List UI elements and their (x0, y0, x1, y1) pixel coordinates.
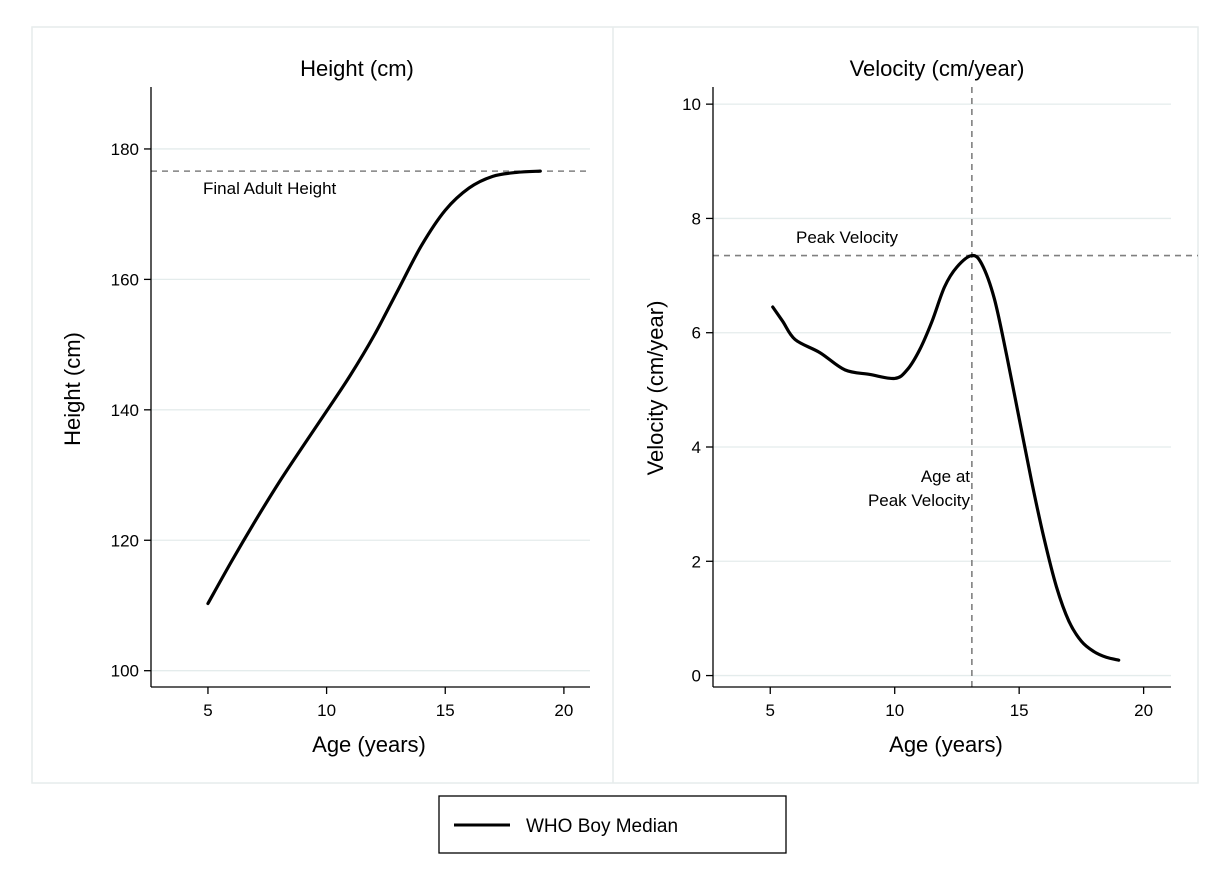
legend: WHO Boy Median (438, 795, 787, 854)
velocity-series (771, 253, 1121, 662)
height-y-tick-label: 120 (111, 531, 139, 550)
velocity-y-ticks: 0 2 4 6 8 10 (682, 95, 713, 686)
height-series (206, 169, 542, 606)
height-panel: Height (cm) 100 120 140 160 180 5 10 15 20 Fina… (60, 56, 590, 757)
velocity-x-tick-label: 20 (1134, 701, 1153, 720)
velocity-x-ticks: 5 10 15 20 (766, 687, 1153, 720)
height-y-tick-label: 100 (111, 662, 139, 681)
height-x-tick-label: 10 (317, 701, 336, 720)
height-panel-title: Height (cm) (300, 56, 414, 81)
velocity-reference-lines (713, 87, 1198, 687)
height-y-ticks: 100 120 140 160 180 (111, 140, 151, 681)
velocity-y-axis-title: Velocity (cm/year) (643, 301, 668, 476)
velocity-y-tick-label: 4 (692, 438, 701, 457)
legend-label: WHO Boy Median (526, 816, 678, 837)
height-x-ticks: 5 10 15 20 (203, 687, 573, 720)
height-y-tick-label: 180 (111, 140, 139, 159)
graph-region (31, 26, 1199, 784)
velocity-x-tick-label: 5 (766, 701, 775, 720)
age-at-peak-label-line2: Peak Velocity (868, 491, 971, 510)
velocity-y-tick-label: 6 (692, 324, 701, 343)
height-x-tick-label: 5 (203, 701, 212, 720)
velocity-y-tick-label: 8 (692, 209, 701, 228)
height-x-tick-label: 15 (436, 701, 455, 720)
velocity-y-tick-label: 0 (692, 667, 701, 686)
height-y-tick-label: 140 (111, 401, 139, 420)
height-grid (151, 148, 590, 672)
height-y-tick-label: 160 (111, 270, 139, 289)
velocity-panel-title: Velocity (cm/year) (850, 56, 1025, 81)
velocity-y-tick-label: 10 (682, 95, 701, 114)
velocity-panel: Velocity (cm/year) 0 2 4 6 8 10 5 10 15 20 Peak … (643, 56, 1198, 757)
velocity-y-tick-label: 2 (692, 552, 701, 571)
velocity-grid (713, 103, 1171, 677)
height-x-axis-title: Age (years) (312, 732, 426, 757)
velocity-x-axis-title: Age (years) (889, 732, 1003, 757)
height-series-line (206, 169, 542, 606)
height-x-tick-label: 20 (554, 701, 573, 720)
height-y-axis-title: Height (cm) (60, 332, 85, 446)
final-adult-height-label: Final Adult Height (203, 179, 337, 198)
velocity-x-tick-label: 15 (1010, 701, 1029, 720)
peak-velocity-label: Peak Velocity (796, 228, 899, 247)
velocity-x-tick-label: 10 (885, 701, 904, 720)
velocity-series-line (771, 253, 1121, 662)
age-at-peak-label-line1: Age at (921, 467, 970, 486)
